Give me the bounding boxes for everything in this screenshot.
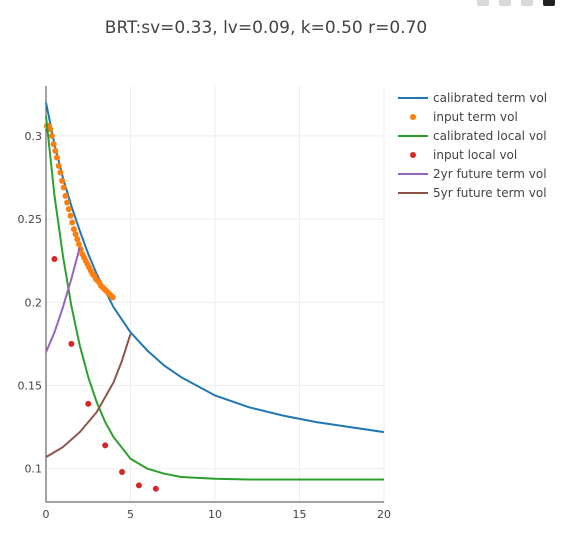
input-term-vol-point[interactable]: [75, 241, 82, 248]
2yr-future-term-vol-line[interactable]: [45, 247, 81, 353]
input-local-vol-point[interactable]: [152, 485, 159, 492]
x-tick-label: 20: [377, 508, 391, 521]
grid: [46, 86, 385, 502]
input-term-vol-point[interactable]: [52, 147, 59, 154]
axes: 0.1 0.15 0.2 0.25 0.3 0 5 10 15 20: [18, 86, 391, 521]
legend-label: input term vol: [433, 110, 518, 124]
legend-item[interactable]: 2yr future term vol: [398, 167, 547, 181]
legend-item[interactable]: input local vol: [410, 148, 517, 162]
input-term-vol-point[interactable]: [59, 177, 66, 184]
zoom-icon[interactable]: [477, 0, 489, 6]
x-tick-label: 10: [208, 508, 222, 521]
input-term-vol-point[interactable]: [64, 199, 71, 206]
input-term-vol-point[interactable]: [72, 231, 79, 238]
input-term-vol-point[interactable]: [50, 141, 57, 148]
input-local-vol-point[interactable]: [68, 340, 75, 347]
input-term-vol-point[interactable]: [60, 184, 67, 191]
input-term-vol-point[interactable]: [65, 206, 72, 213]
legend-item[interactable]: input term vol: [410, 110, 518, 124]
legend-label: calibrated term vol: [433, 91, 547, 105]
input-term-vol-point[interactable]: [74, 236, 81, 243]
input-term-vol-point[interactable]: [55, 162, 62, 169]
logo-icon[interactable]: [543, 0, 555, 6]
pan-icon[interactable]: [499, 0, 511, 6]
input-term-vol-point[interactable]: [67, 212, 74, 219]
legend-swatch-input-local-vol: [410, 152, 416, 158]
calibrated-local-vol-line[interactable]: [45, 115, 384, 481]
legend-item[interactable]: calibrated term vol: [398, 91, 547, 105]
legend-label: input local vol: [433, 148, 517, 162]
calibrated-term-vol-line[interactable]: [45, 102, 385, 434]
y-tick-label: 0.2: [25, 296, 43, 309]
x-tick-label: 5: [127, 508, 134, 521]
input-local-vol-point[interactable]: [85, 400, 92, 407]
legend-item[interactable]: calibrated local vol: [398, 129, 547, 143]
chart-title: BRT:sv=0.33, lv=0.09, k=0.50 r=0.70: [105, 18, 427, 38]
input-term-vol-point[interactable]: [53, 154, 60, 161]
input-term-vol-point[interactable]: [57, 169, 64, 176]
5yr-future-term-vol-line[interactable]: [45, 333, 132, 458]
legend[interactable]: calibrated term vol input term vol calibra…: [398, 91, 547, 200]
input-local-vol-point[interactable]: [119, 469, 126, 476]
legend-label: 5yr future term vol: [433, 186, 547, 200]
y-tick-label: 0.1: [25, 463, 43, 476]
y-tick-label: 0.25: [18, 213, 43, 226]
legend-item[interactable]: 5yr future term vol: [398, 186, 547, 200]
x-tick-label: 15: [293, 508, 307, 521]
input-term-vol-point[interactable]: [109, 294, 116, 301]
input-local-vol-point[interactable]: [51, 256, 58, 263]
legend-label: calibrated local vol: [433, 129, 547, 143]
y-tick-label: 0.15: [18, 380, 43, 393]
input-local-vol-point[interactable]: [102, 442, 109, 449]
legend-swatch-input-term-vol: [410, 114, 416, 120]
input-term-vol-point[interactable]: [62, 192, 69, 199]
autoscale-icon[interactable]: [521, 0, 533, 6]
x-tick-label: 0: [43, 508, 50, 521]
legend-label: 2yr future term vol: [433, 167, 547, 181]
input-local-vol-point[interactable]: [135, 482, 142, 489]
input-term-vol-point[interactable]: [70, 226, 77, 233]
input-term-vol-point[interactable]: [48, 132, 55, 139]
input-term-vol-point[interactable]: [47, 126, 54, 133]
input-term-vol-point[interactable]: [69, 219, 76, 226]
modebar[interactable]: [477, 0, 555, 10]
plot-area[interactable]: [43, 102, 385, 492]
y-tick-label: 0.3: [25, 130, 43, 143]
